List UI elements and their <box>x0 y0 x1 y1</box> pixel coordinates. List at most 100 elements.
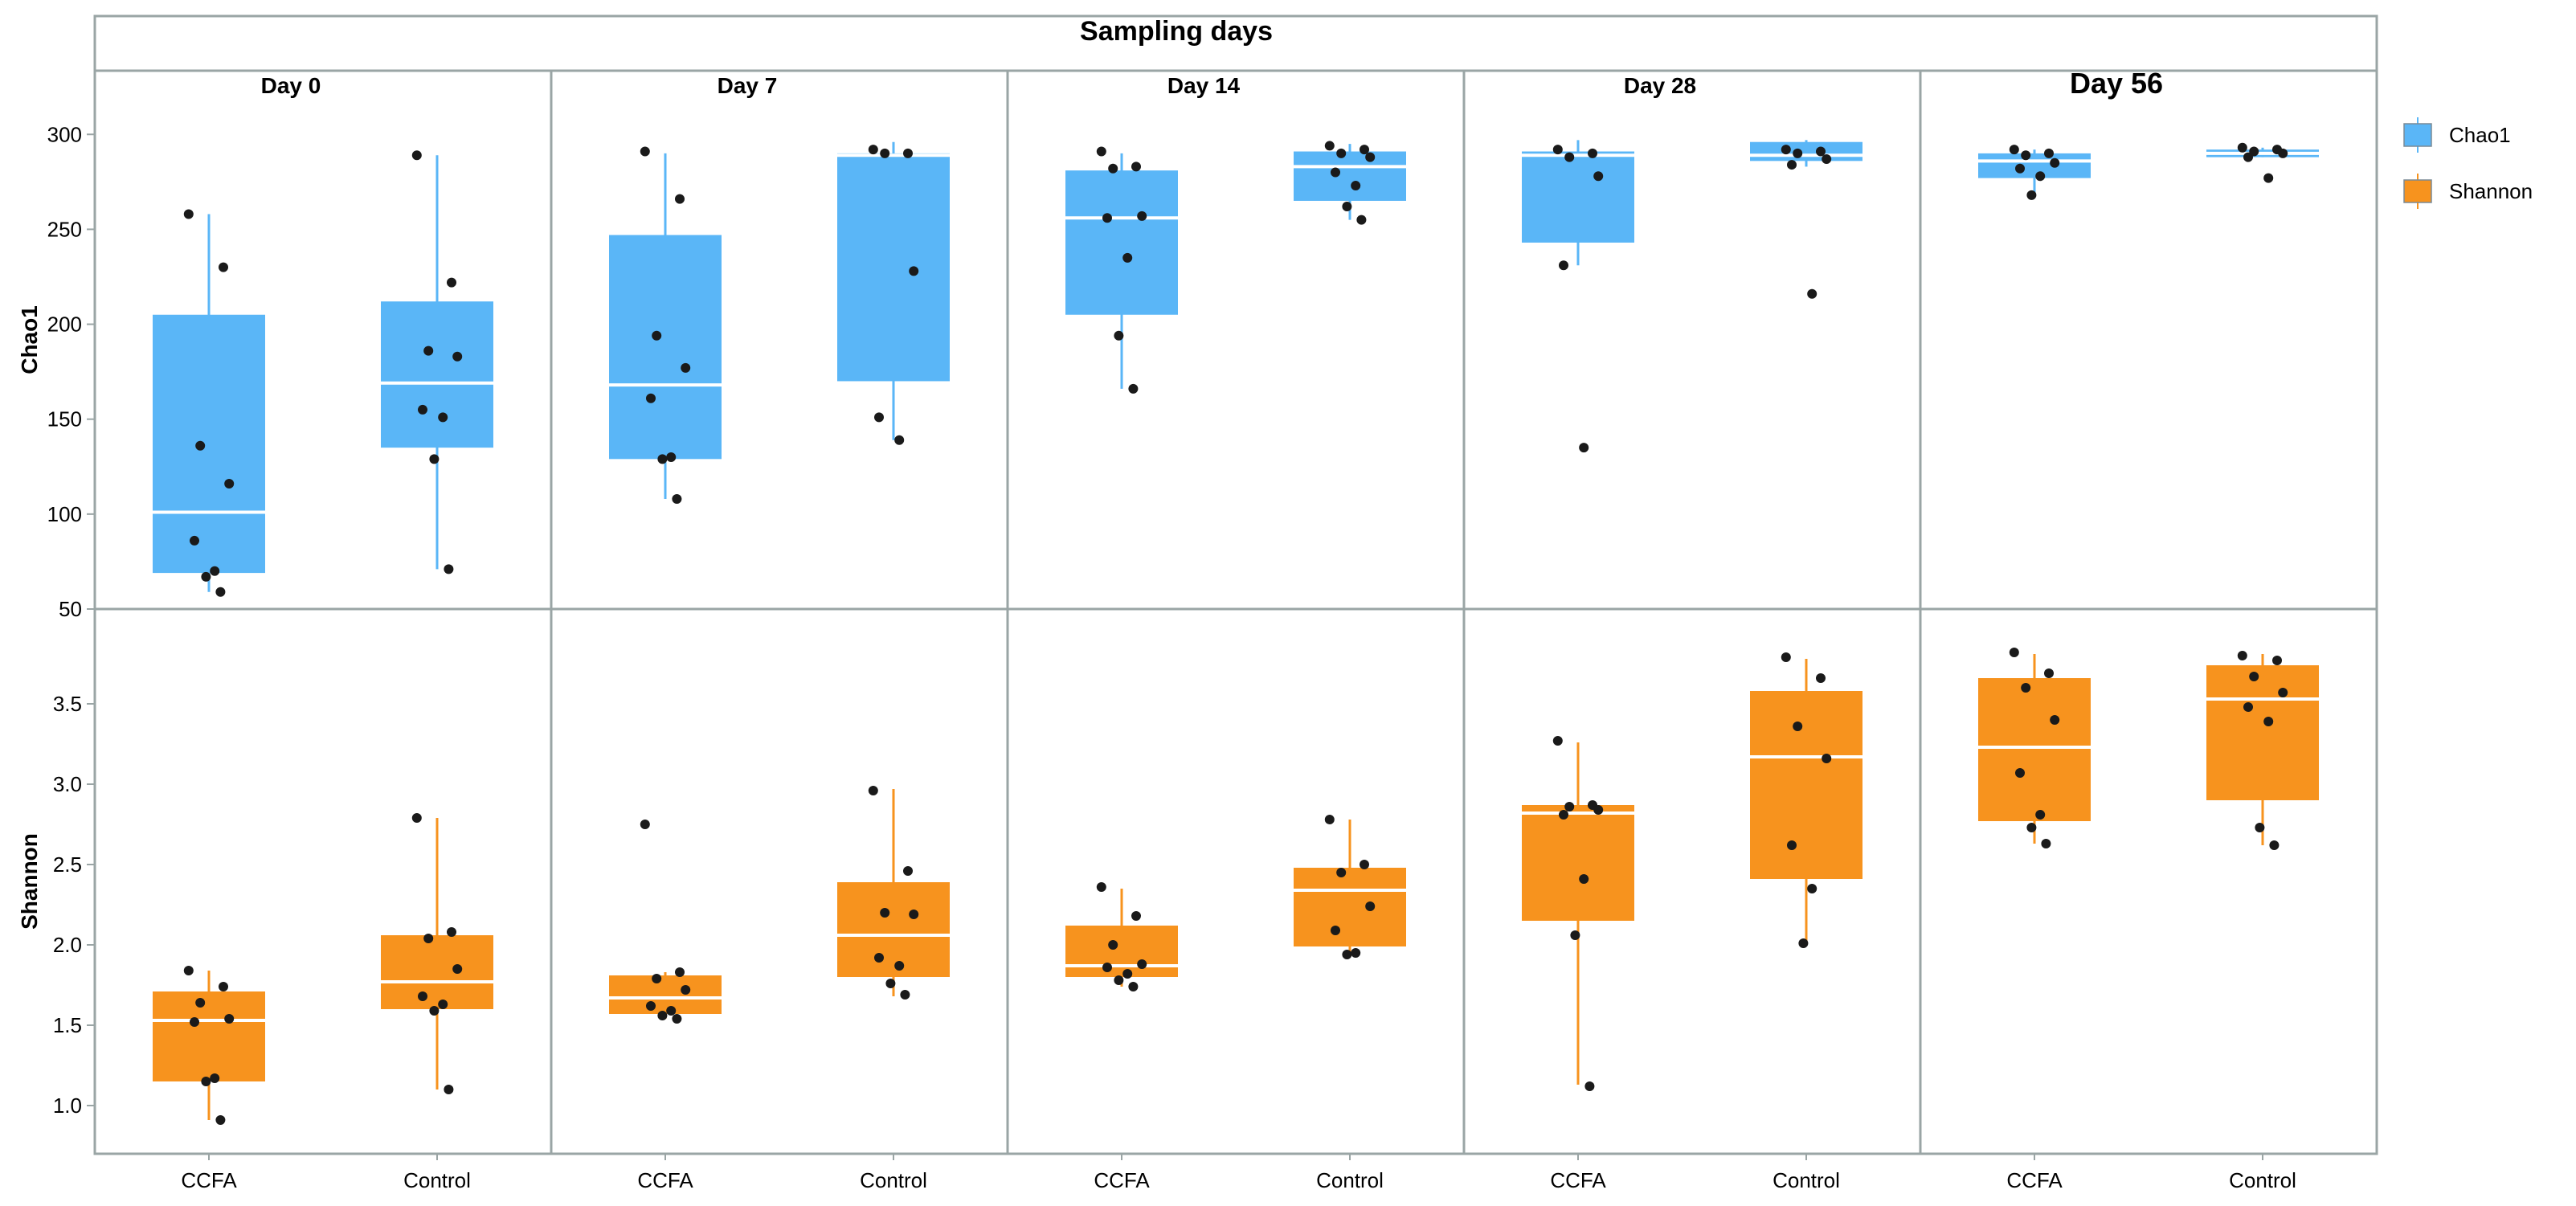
data-point <box>868 786 878 795</box>
y-tick-label: 250 <box>47 217 82 241</box>
data-point <box>1351 948 1361 958</box>
data-point <box>2035 810 2046 820</box>
data-point <box>2255 823 2265 832</box>
data-point <box>429 1006 440 1016</box>
data-point <box>1822 754 1832 763</box>
x-category-label-ccfa: CCFA <box>1550 1168 1606 1192</box>
data-point <box>190 1017 199 1027</box>
data-point <box>1114 975 1124 985</box>
box-body <box>1522 805 1634 921</box>
data-point <box>1593 805 1604 815</box>
box-body <box>1294 868 1406 946</box>
box-shannon-day-0-ccfa <box>153 966 265 1125</box>
data-point <box>1781 652 1791 662</box>
box-body <box>1522 151 1634 243</box>
box-body <box>609 975 722 1014</box>
data-point <box>657 1011 668 1020</box>
data-point <box>900 990 910 1000</box>
data-point <box>666 1006 677 1016</box>
data-point <box>224 479 235 489</box>
data-point <box>1807 884 1818 893</box>
y-axis-title-chao1: Chao1 <box>17 305 42 374</box>
x-category-label-ccfa: CCFA <box>637 1168 693 1192</box>
data-point <box>1564 152 1575 162</box>
data-point <box>1552 145 1563 155</box>
box-chao1-day-56-control <box>2206 142 2319 183</box>
chart-frame <box>93 14 2378 1155</box>
data-point <box>681 985 691 995</box>
data-point <box>1342 950 1352 959</box>
data-point <box>210 1073 220 1083</box>
data-point <box>2237 142 2247 153</box>
legend: Chao1 Shannon <box>2403 117 2533 209</box>
data-point <box>438 1000 448 1009</box>
x-axis-labels: CCFA Control CCFA Control CCFA Control CCFA Con… <box>181 1154 2296 1192</box>
data-point <box>183 966 194 975</box>
data-point <box>657 454 668 464</box>
box-chao1-day-14-ccfa <box>1065 146 1178 394</box>
data-point <box>874 412 884 423</box>
data-point <box>672 1014 682 1024</box>
data-point <box>1108 940 1118 950</box>
data-point <box>640 820 650 829</box>
legend-label-chao1: Chao1 <box>2449 123 2511 147</box>
box-chao1-day-14-control <box>1294 141 1406 225</box>
data-point <box>418 404 427 415</box>
data-point <box>666 452 677 462</box>
data-point <box>652 330 662 341</box>
data-point <box>195 998 206 1008</box>
box-body <box>153 991 265 1081</box>
data-point <box>444 564 454 574</box>
box-shannon-day-14-control <box>1294 815 1406 959</box>
data-point <box>2044 148 2054 158</box>
data-point <box>646 393 656 403</box>
data-point <box>2237 651 2247 660</box>
data-point <box>2278 688 2288 697</box>
data-point <box>1131 161 1141 172</box>
data-point <box>1365 901 1376 911</box>
data-point <box>1793 148 1803 158</box>
data-point <box>2263 717 2274 726</box>
data-point <box>2044 668 2054 678</box>
data-point <box>215 587 226 597</box>
data-point <box>1787 160 1797 170</box>
panel-title-day-56: Day 56 <box>2070 67 2163 100</box>
box-chao1-day-7-control <box>837 141 950 445</box>
data-point <box>903 866 913 876</box>
x-category-label-control: Control <box>1773 1168 1840 1192</box>
box-chao1-day-7-ccfa <box>609 146 722 504</box>
box-shannon-day-14-ccfa <box>1065 882 1178 991</box>
data-point <box>2050 157 2060 168</box>
data-point <box>640 146 650 157</box>
data-point <box>1351 181 1361 191</box>
x-category-label-ccfa: CCFA <box>181 1168 237 1192</box>
panel-title-day-0: Day 0 <box>261 73 321 98</box>
box-shannon-day-7-ccfa <box>609 820 722 1024</box>
data-point <box>2026 823 2037 832</box>
data-point <box>201 1077 211 1086</box>
data-point <box>411 813 422 823</box>
box-chao1-day-0-control <box>381 150 493 574</box>
data-point <box>1579 443 1589 453</box>
data-point <box>903 148 913 158</box>
data-point <box>1336 868 1347 877</box>
data-point <box>2021 683 2031 693</box>
y-tick-label: 300 <box>47 122 82 146</box>
data-point <box>2263 173 2274 183</box>
data-point <box>646 1001 656 1011</box>
data-point <box>452 964 463 974</box>
data-point <box>1102 213 1112 223</box>
panel-title-day-28: Day 28 <box>1624 73 1696 98</box>
data-point <box>1356 215 1367 225</box>
data-point <box>2041 839 2051 848</box>
box-body <box>1978 678 2091 821</box>
data-point <box>894 435 905 445</box>
y-tick-label: 2.0 <box>53 933 82 957</box>
box-body <box>381 935 493 1009</box>
data-point <box>1131 911 1141 921</box>
box-shannon-day-0-control <box>381 813 493 1094</box>
box-body <box>381 301 493 448</box>
data-point <box>880 908 890 918</box>
data-point <box>652 974 662 983</box>
